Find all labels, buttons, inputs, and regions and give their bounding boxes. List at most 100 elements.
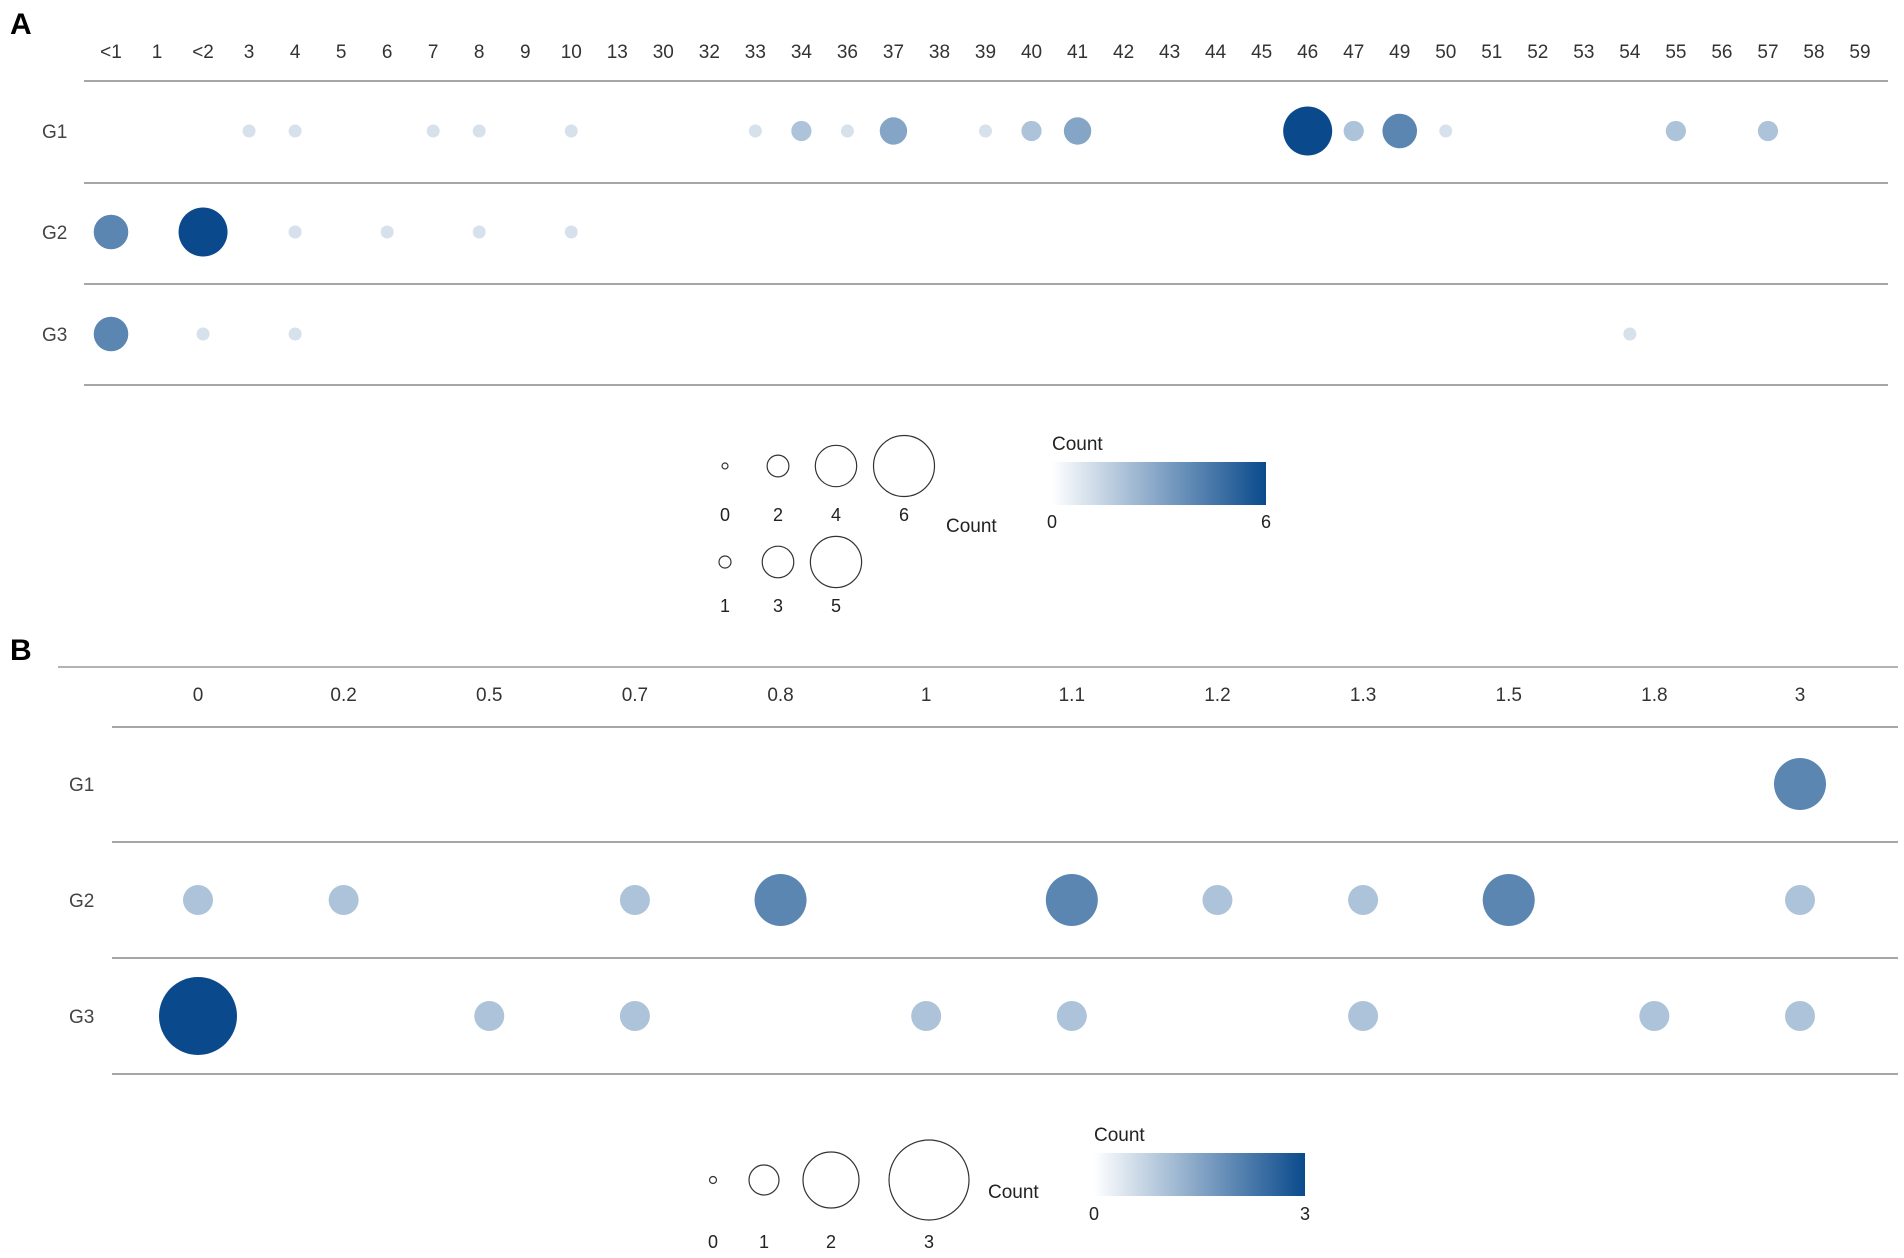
dot-g1-3: [242, 124, 256, 138]
panel-b-size-legend-title: Count: [988, 1182, 1039, 1203]
x-tick-label: 33: [745, 42, 766, 63]
x-tick-label: 9: [520, 42, 531, 63]
x-tick-label: 45: [1251, 42, 1272, 63]
dot-g2-0.7: [619, 885, 650, 915]
size-legend-label-0: 0: [720, 505, 730, 525]
size-legend-circle-6: [872, 434, 936, 498]
x-tick-label: 49: [1389, 42, 1410, 63]
panel-b-row-rules: [112, 726, 1898, 1075]
panel-b-colorbar-min: 0: [1089, 1204, 1099, 1224]
dot-g2-1.5: [1482, 874, 1535, 926]
panel-b-colorbar: [1094, 1153, 1305, 1196]
dot-g3-4: [288, 327, 302, 341]
x-tick-label: 6: [382, 42, 393, 63]
dot-g3-1.1: [1056, 1001, 1087, 1031]
x-tick-label: 58: [1803, 42, 1824, 63]
dot-g3-54: [1623, 327, 1637, 341]
x-tick-label: 1.1: [1059, 685, 1085, 706]
panel-a-row-rules: [84, 80, 1888, 386]
dot-g1-47: [1343, 120, 1364, 142]
size-legend-circle-5: [809, 535, 863, 589]
x-tick-label: 44: [1205, 42, 1227, 63]
dot-g1-39: [979, 124, 992, 138]
dot-g2-1.2: [1202, 885, 1233, 915]
dot-g2-0.8: [754, 874, 807, 926]
dot-g3-1.3: [1348, 1001, 1379, 1031]
x-tick-label: 7: [428, 42, 439, 63]
panel-a-size-legend-title: Count: [946, 516, 997, 537]
size-legend-circle-3: [888, 1139, 970, 1221]
x-tick-label: 8: [474, 42, 485, 63]
x-tick-label: 41: [1067, 42, 1088, 63]
x-tick-label: 10: [561, 42, 582, 63]
x-tick-label: 53: [1573, 42, 1594, 63]
x-tick-label: 46: [1297, 42, 1318, 63]
panel-a-x-ticks: <1 1 <2 3 4 5 6 7 8 9 10 13 30 32 33 34 36 37 38 39 40 41 42 43…: [100, 42, 1870, 63]
panel-a: A <1 1 <2 3 4 5 6 7 8 9 10 13 30 32 33 34 36 37 38 39 40 41 42…: [10, 8, 1888, 616]
dot-g1-49: [1382, 113, 1418, 149]
dot-g2-6: [380, 225, 394, 239]
dot-g2-<1: [93, 214, 129, 250]
size-legend-circle-1: [748, 1164, 780, 1196]
x-tick-label: 51: [1481, 42, 1502, 63]
size-legend-label-1: 1: [720, 596, 730, 616]
x-tick-label: 39: [975, 42, 996, 63]
dot-g2-1.1: [1045, 874, 1098, 926]
x-tick-label: 47: [1343, 42, 1364, 63]
panel-b-row-labels: G1 G2 G3: [69, 775, 94, 1028]
x-tick-label: 40: [1021, 42, 1042, 63]
x-tick-label: 32: [699, 42, 720, 63]
dot-g2-0: [183, 885, 213, 915]
size-legend-label-4: 4: [831, 505, 841, 525]
dot-g1-57: [1757, 120, 1779, 142]
x-tick-label: <2: [192, 42, 214, 63]
panel-a-row-labels: G1 G2 G3: [42, 122, 67, 346]
panel-a-colorbar-min: 0: [1047, 512, 1057, 532]
row-label-g1: G1: [69, 775, 94, 796]
x-tick-label: 43: [1159, 42, 1180, 63]
dot-g2-10: [564, 225, 578, 239]
panel-b-x-ticks: 0 0.2 0.5 0.7 0.8 1 1.1 1.2 1.3 1.5 1.8 3: [193, 685, 1806, 706]
row-label-g3: G3: [69, 1007, 94, 1028]
x-tick-label: 0.2: [330, 685, 356, 706]
dot-g2-4: [288, 225, 302, 239]
dot-g1-3: [1774, 758, 1826, 810]
dot-g1-8: [472, 124, 486, 138]
x-tick-label: 1: [152, 42, 163, 63]
x-tick-label: 30: [653, 42, 674, 63]
size-legend-circle-3: [761, 545, 795, 579]
dot-g1-7: [426, 124, 440, 138]
size-legend-circle-4: [814, 444, 858, 488]
size-legend-circle-0: [708, 1175, 718, 1185]
size-legend-label-1: 1: [759, 1232, 769, 1252]
x-tick-label: 36: [837, 42, 858, 63]
dot-g3-<2: [196, 327, 210, 341]
x-tick-label: 54: [1619, 42, 1641, 63]
panel-a-size-legend: 0 2 4 6 1 3 5: [718, 434, 936, 616]
dot-g1-46: [1283, 106, 1333, 156]
size-legend-circle-2: [766, 454, 790, 478]
dot-g3-0.5: [474, 1001, 505, 1031]
panel-b-colorbar-max: 3: [1300, 1204, 1310, 1224]
panel-b-size-legend: 0 1 2 3: [708, 1139, 970, 1252]
panel-b-color-legend-title: Count: [1094, 1125, 1145, 1146]
panel-a-colorbar-max: 6: [1261, 512, 1271, 532]
row-label-g1: G1: [42, 122, 67, 143]
panel-b-color-legend: Count 0 3: [1089, 1125, 1310, 1224]
x-tick-label: 3: [1795, 685, 1806, 706]
dot-g1-10: [564, 124, 578, 138]
dot-g1-55: [1665, 120, 1686, 142]
x-tick-label: 37: [883, 42, 904, 63]
size-legend-label-3: 3: [924, 1232, 934, 1252]
x-tick-label: 1: [921, 685, 932, 706]
size-legend-label-2: 2: [826, 1232, 836, 1252]
dot-g2-8: [472, 225, 486, 239]
size-legend-circle-1: [718, 555, 732, 569]
row-label-g2: G2: [69, 891, 94, 912]
x-tick-label: 38: [929, 42, 950, 63]
x-tick-label: 4: [290, 42, 301, 63]
x-tick-label: 57: [1757, 42, 1778, 63]
dot-g3-3: [1785, 1001, 1815, 1031]
panel-a-colorbar: [1052, 462, 1266, 505]
